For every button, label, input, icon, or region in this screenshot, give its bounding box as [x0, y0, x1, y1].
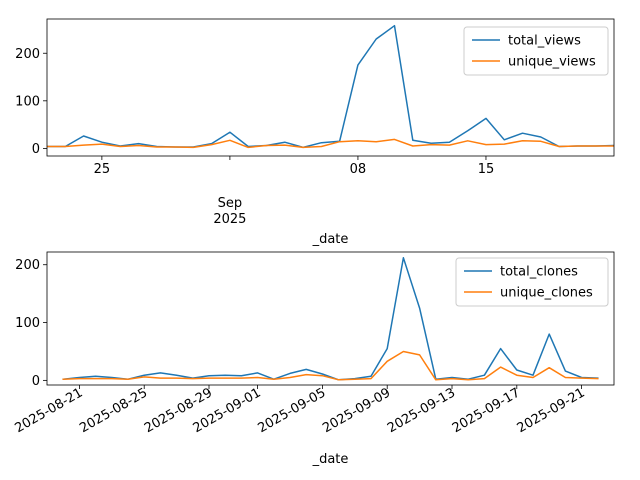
x-axis-label: _date — [312, 232, 349, 247]
x-tick-label: 25 — [94, 162, 111, 177]
x-major-label-year: 2025 — [213, 212, 246, 227]
axes-frame — [46, 18, 615, 157]
series-group — [47, 24, 614, 149]
y-tick-label: 0 — [32, 142, 40, 157]
series-line-total_views — [47, 24, 614, 149]
series-line-unique_views — [47, 138, 614, 149]
legend-label-unique_clones: unique_clones — [500, 286, 593, 301]
legend-label-unique_views: unique_views — [508, 55, 596, 70]
y-tick-label: 100 — [15, 94, 40, 109]
y-tick-label: 200 — [15, 258, 40, 273]
legend-label-total_clones: total_clones — [500, 265, 578, 280]
x-major-label-month: Sep — [218, 196, 243, 211]
legend: total_clones unique_clones — [455, 257, 609, 307]
series-line-total_clones — [62, 257, 599, 381]
axes-frame — [46, 251, 615, 386]
x-axis-label: _date — [312, 452, 349, 467]
legend-label-total_views: total_views — [508, 34, 581, 49]
y-tick-label: 0 — [32, 374, 40, 389]
x-tick-label: 08 — [350, 162, 367, 177]
y-tick-label: 100 — [15, 316, 40, 331]
legend-box — [455, 257, 609, 307]
series-line-unique_clones — [62, 350, 599, 381]
x-tick-label: 15 — [478, 162, 495, 177]
legend: total_views unique_views — [463, 26, 609, 76]
y-tick-label: 200 — [15, 47, 40, 62]
series-group — [62, 257, 599, 381]
legend-box — [463, 26, 609, 76]
